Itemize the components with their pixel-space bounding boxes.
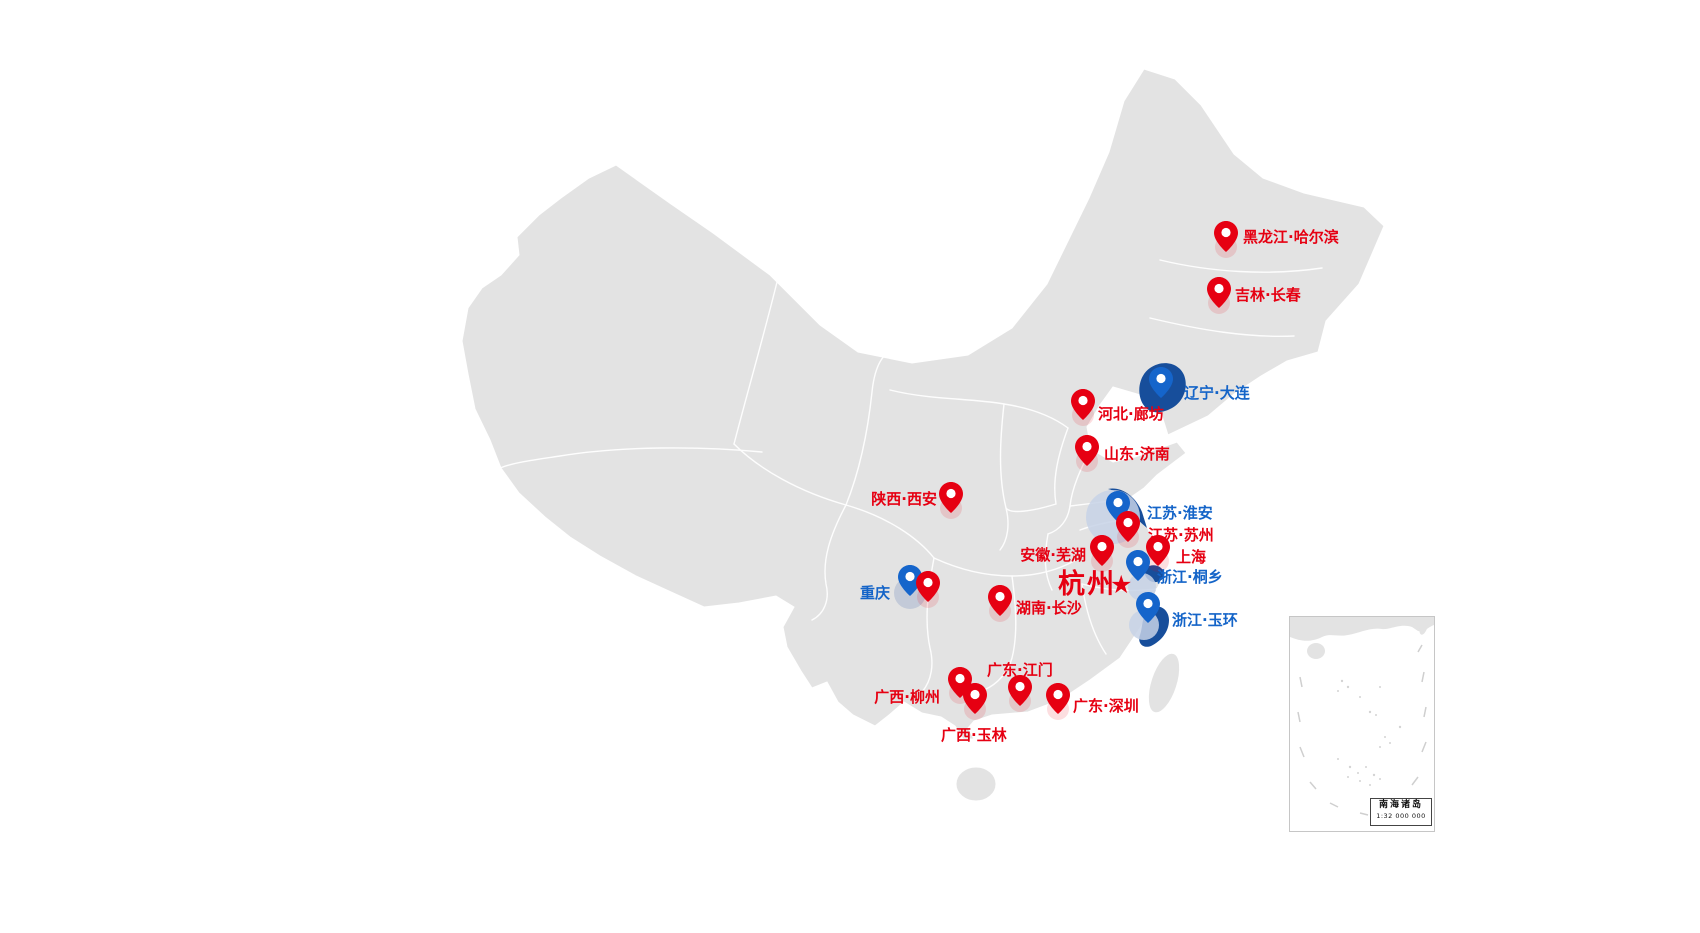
pin-label: 辽宁·大连 (1184, 384, 1250, 402)
pin-label: 河北·廊坊 (1098, 405, 1164, 423)
pin-label: 重庆 (859, 584, 890, 602)
pin-marker-icon (916, 571, 940, 602)
pin-label: 江苏·淮安 (1147, 504, 1213, 522)
inset-taiwan (1419, 617, 1429, 635)
pin-marker-icon (1075, 435, 1099, 466)
pin-label: 湖南·长沙 (1016, 599, 1082, 617)
hainan-island (955, 766, 997, 802)
pin-marker-icon (988, 585, 1012, 616)
inset-hainan (1307, 643, 1325, 659)
pin-label: 吉林·长春 (1235, 286, 1301, 304)
inset-label-box: 南海诸岛 1:32 000 000 (1370, 798, 1432, 826)
province-borders (499, 259, 1323, 693)
south-china-sea-inset: 南海诸岛 1:32 000 000 (1289, 616, 1435, 832)
pin-label: 安徽·芜湖 (1020, 546, 1086, 564)
pin-marker-icon (1207, 277, 1231, 308)
pin-marker-icon (1126, 550, 1150, 581)
pin-marker-icon (898, 565, 922, 596)
pin-marker-icon (1146, 535, 1170, 566)
pin-marker-icon (1090, 535, 1114, 566)
pin-marker-icon (1071, 389, 1095, 420)
pin-label: 广西·玉林 (941, 726, 1007, 744)
inset-scale: 1:32 000 000 (1376, 812, 1426, 820)
pin-marker-icon (1136, 592, 1160, 623)
inset-title: 南海诸岛 (1378, 800, 1423, 810)
pin-marker-icon (1214, 221, 1238, 252)
pin-label: 山东·济南 (1104, 445, 1170, 463)
pin-label: 广东·江门 (987, 661, 1053, 679)
pin-label: 陕西·西安 (871, 490, 937, 508)
pin-marker-icon (1149, 367, 1173, 398)
inset-islands (1337, 679, 1402, 786)
pin-label: 浙江·玉环 (1172, 611, 1238, 629)
pin-label: 上海 (1176, 548, 1207, 566)
hq-label: 杭州 (1058, 569, 1116, 600)
pin-marker-icon (1046, 683, 1070, 714)
pin-marker-icon (1116, 511, 1140, 542)
inset-map (1290, 617, 1434, 816)
pin-marker-icon (939, 482, 963, 513)
hq-hangzhou[interactable]: 杭州 ★ (1058, 569, 1132, 600)
hq-star-icon: ★ (1110, 570, 1133, 599)
pin-marker-icon (1008, 675, 1032, 706)
pin-label: 广东·深圳 (1073, 697, 1139, 715)
pin-label: 浙江·桐乡 (1157, 568, 1223, 586)
pin-marker-icon (963, 683, 987, 714)
pin-label: 广西·柳州 (874, 688, 940, 706)
pin-label: 黑龙江·哈尔滨 (1243, 228, 1339, 246)
inset-coastline (1290, 617, 1434, 641)
taiwan-island (1147, 652, 1181, 714)
